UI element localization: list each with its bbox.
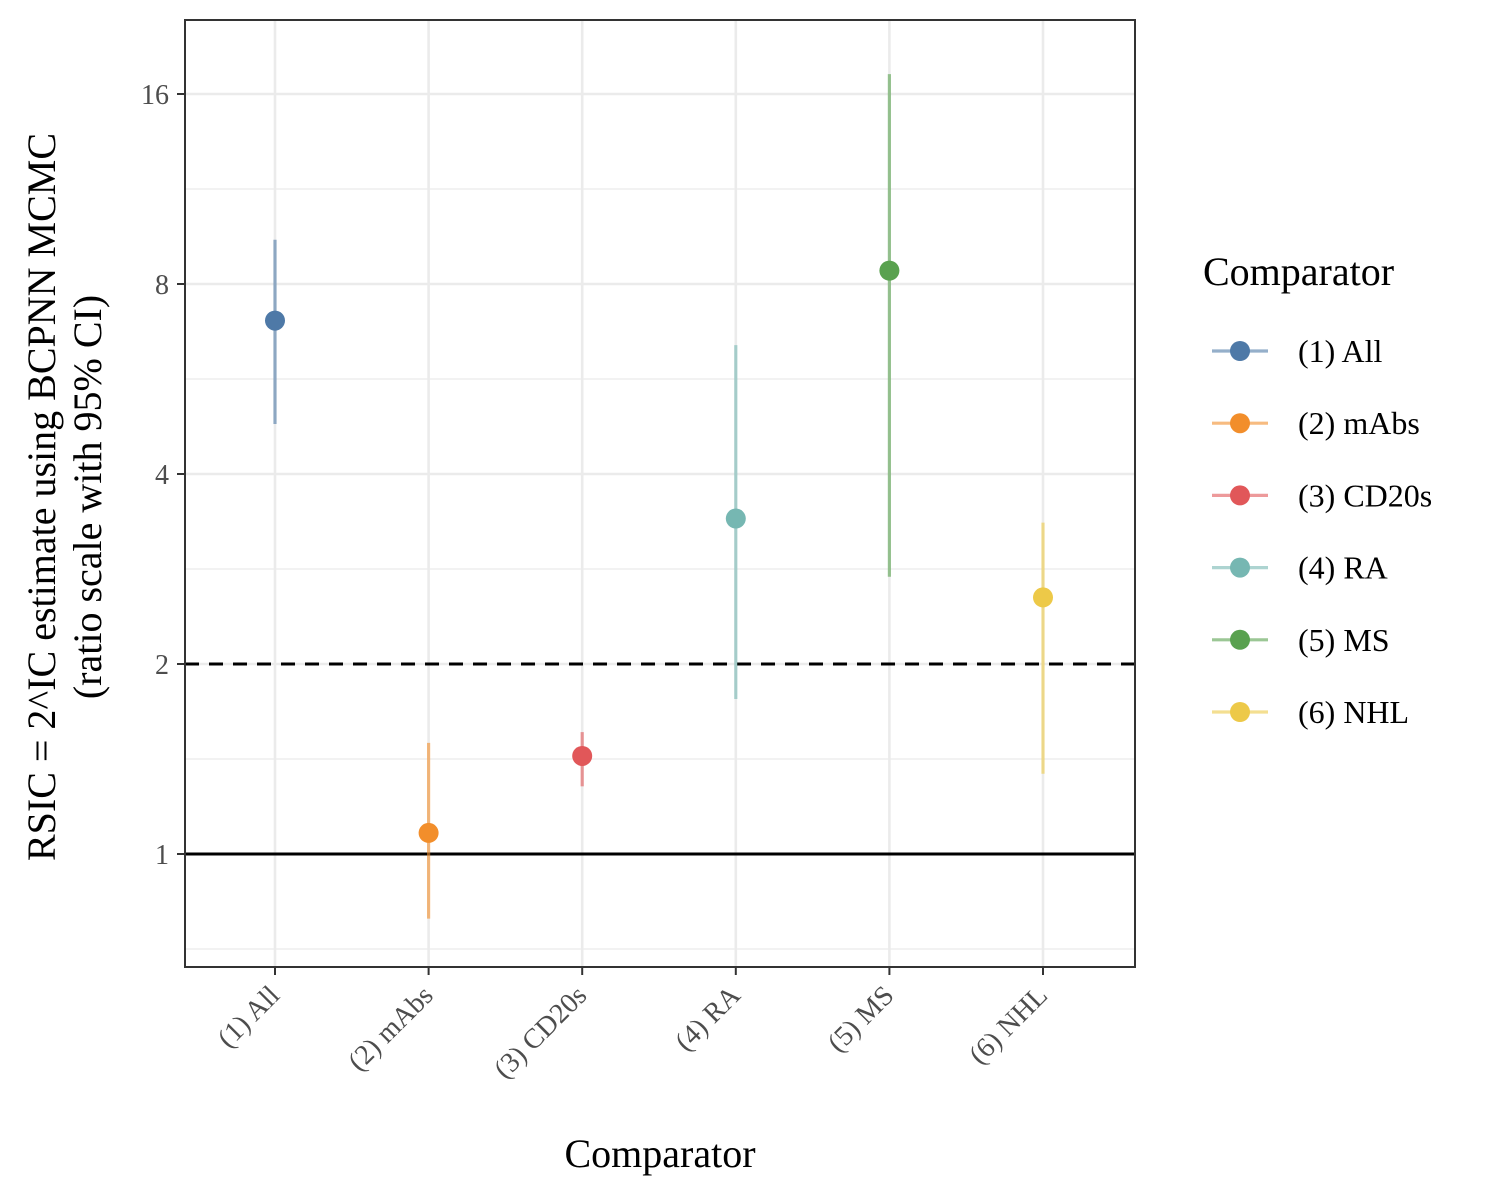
estimate-point — [725, 508, 746, 529]
legend-key-point — [1230, 702, 1250, 722]
legend-key-point — [1230, 629, 1250, 650]
y-axis-title-line1: RSIC = 2^IC estimate using BCPNN MCMC — [19, 133, 64, 861]
y-tick-label: 8 — [155, 270, 169, 301]
legend-key-point — [1230, 413, 1250, 434]
legend-label: (2) mAbs — [1298, 405, 1420, 441]
y-tick-label: 4 — [155, 460, 169, 491]
legend-label: (5) MS — [1298, 622, 1390, 658]
estimate-point — [265, 310, 285, 331]
y-tick-label: 1 — [155, 840, 169, 871]
legend-label: (3) CD20s — [1298, 477, 1432, 513]
estimate-point — [572, 745, 593, 766]
legend-label: (4) RA — [1298, 550, 1388, 586]
data-marks — [265, 74, 1053, 919]
estimate-point — [879, 260, 900, 281]
legend-label: (1) All — [1298, 333, 1383, 369]
legend-key-point — [1230, 557, 1250, 578]
legend-key-point — [1230, 485, 1250, 506]
legend-title: Comparator — [1203, 249, 1394, 294]
reference-lines — [185, 662, 1135, 856]
y-tick-label: 16 — [141, 80, 169, 111]
y-axis: 1 2 4 8 16 — [141, 80, 185, 871]
y-tick-label: 2 — [155, 650, 169, 681]
x-axis-title: Comparator — [564, 1131, 755, 1176]
legend-key-point — [1230, 341, 1250, 361]
estimate-point — [418, 822, 439, 843]
y-axis-title-line2: (ratio scale with 95% CI) — [65, 295, 110, 699]
panel-border — [184, 19, 1136, 968]
estimate-point — [1033, 587, 1053, 608]
y-axis-title: RSIC = 2^IC estimate using BCPNN MCMC (r… — [19, 133, 110, 861]
legend: Comparator (1) All (2) mAbs (3) CD20s (4) R… — [1203, 249, 1432, 730]
legend-label: (6) NHL — [1298, 694, 1409, 730]
